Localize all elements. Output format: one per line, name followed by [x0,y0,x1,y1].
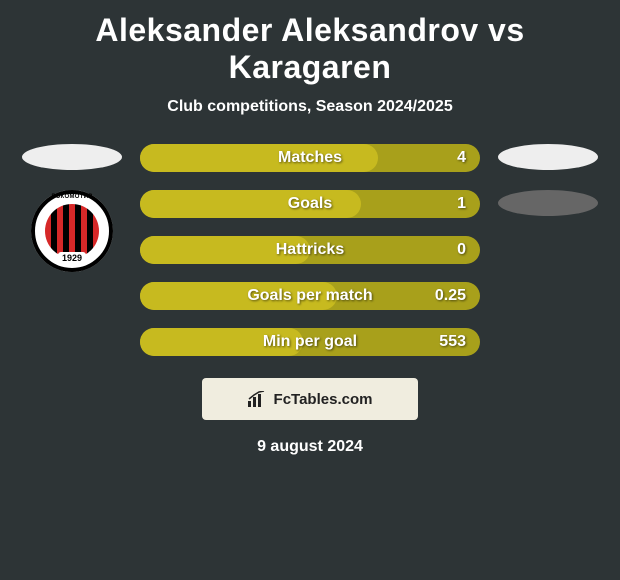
stats-bars: Matches 4 Goals 1 Hattricks 0 Goals per match 0… [140,144,480,356]
stat-row: Goals per match 0.25 [140,282,480,310]
brand-text: FcTables.com [274,391,373,408]
club-logo-left: ЛОКОМОТИВ 1929 [31,190,113,272]
page-title: Aleksander Aleksandrov vs Karagaren [10,12,610,86]
stat-label: Goals per match [247,287,372,305]
main-layout: ЛОКОМОТИВ 1929 Matches 4 Goals 1 Hattricks 0 G… [10,144,610,356]
stat-label: Matches [278,149,342,167]
player-ellipse-right-2 [498,190,598,216]
brand-badge: FcTables.com [202,378,418,420]
page-subtitle: Club competitions, Season 2024/2025 [10,98,610,116]
stat-fill [140,144,378,172]
stat-value-right: 1 [457,195,466,213]
club-logo-year: 1929 [58,252,86,264]
club-logo-stripes [45,204,99,258]
stat-row: Min per goal 553 [140,328,480,356]
stat-row: Hattricks 0 [140,236,480,264]
player-ellipse-right-1 [498,144,598,170]
player-ellipse-left [22,144,122,170]
right-column [498,144,598,216]
stat-value-right: 4 [457,149,466,167]
stat-label: Goals [288,195,332,213]
stat-value-right: 0.25 [435,287,466,305]
left-column: ЛОКОМОТИВ 1929 [22,144,122,272]
stat-row: Goals 1 [140,190,480,218]
stat-label: Min per goal [263,333,357,351]
stat-row: Matches 4 [140,144,480,172]
stat-label: Hattricks [276,241,344,259]
stat-value-right: 0 [457,241,466,259]
date-text: 9 august 2024 [10,438,610,456]
root: Aleksander Aleksandrov vs Karagaren Club… [0,0,620,464]
stat-value-right: 553 [439,333,466,351]
chart-icon [248,391,268,407]
club-logo-text: ЛОКОМОТИВ [51,194,93,200]
